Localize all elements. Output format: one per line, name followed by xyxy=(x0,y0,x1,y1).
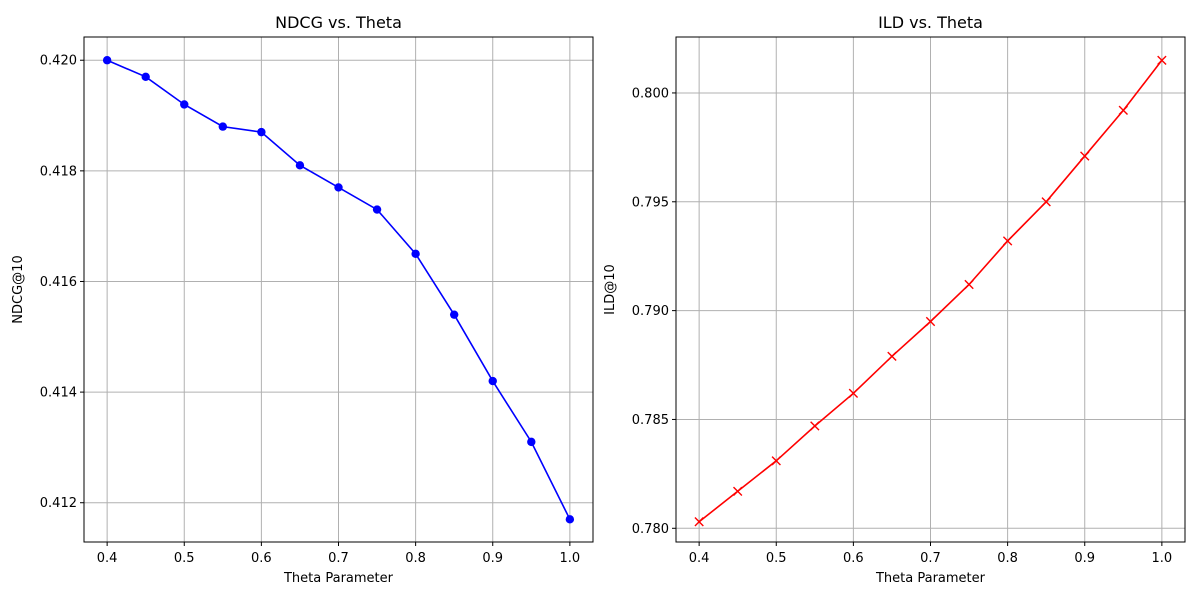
x-tick-label: 1.0 xyxy=(1152,551,1173,566)
ndcg-data-point xyxy=(334,183,343,192)
ild-data-point xyxy=(1041,197,1051,207)
x-tick-label: 1.0 xyxy=(560,551,581,566)
y-tick-label: 0.412 xyxy=(40,496,77,511)
ndcg-data-point xyxy=(218,122,228,131)
y-tick-label: 0.800 xyxy=(632,86,669,101)
x-tick-label: 0.6 xyxy=(251,551,272,566)
ndcg-data-point xyxy=(372,205,382,214)
y-tick-label: 0.416 xyxy=(40,275,77,290)
x-tick-label: 0.9 xyxy=(482,551,503,566)
ndcg-data-point xyxy=(141,72,150,82)
ndcg-chart-ylabel: NDCG@10 xyxy=(11,255,26,323)
ndcg-data-point xyxy=(565,515,575,524)
ild-chart-xlabel: Theta Parameter xyxy=(875,571,986,586)
ndcg-data-point xyxy=(102,56,112,65)
x-tick-label: 0.4 xyxy=(97,551,118,566)
x-tick-label: 0.7 xyxy=(328,551,349,566)
y-tick-label: 0.790 xyxy=(632,304,669,319)
ild-data-point xyxy=(964,279,974,290)
y-tick-label: 0.785 xyxy=(632,413,669,428)
ild-data-point xyxy=(925,316,936,327)
ild-data-point xyxy=(1080,151,1090,161)
y-tick-label: 0.420 xyxy=(40,54,77,69)
y-tick-label: 0.780 xyxy=(632,522,669,537)
ndcg-data-point xyxy=(295,161,305,170)
x-tick-label: 0.9 xyxy=(1074,551,1095,566)
ild-data-point xyxy=(810,421,820,431)
ndcg-chart-title: NDCG vs. Theta xyxy=(275,13,402,32)
ild-data-point xyxy=(887,351,897,362)
x-tick-label: 0.6 xyxy=(843,551,864,566)
ild-data-point xyxy=(694,517,704,527)
x-tick-label: 0.7 xyxy=(920,551,941,566)
ndcg-data-point xyxy=(180,100,189,109)
y-tick-label: 0.795 xyxy=(632,195,669,210)
ndcg-data-point xyxy=(449,310,459,319)
ndcg-data-point xyxy=(257,127,266,137)
x-tick-label: 0.5 xyxy=(174,551,195,566)
ild-data-point xyxy=(733,486,743,496)
y-tick-label: 0.414 xyxy=(40,386,77,401)
y-tick-label: 0.418 xyxy=(40,164,77,179)
ild-data-point xyxy=(1118,105,1128,116)
x-tick-label: 0.8 xyxy=(405,551,426,566)
ild-chart: 0.4 0.5 0.6 0.7 0.8 0.9 1.0 0.780 0.785 0.790 0.79… xyxy=(603,13,1186,586)
ndcg-chart-xlabel: Theta Parameter xyxy=(283,571,394,586)
ild-data-point xyxy=(1002,236,1013,246)
ndcg-data-point xyxy=(488,376,497,386)
x-tick-label: 0.5 xyxy=(766,551,787,566)
ndcg-data-point xyxy=(411,249,420,259)
x-tick-label: 0.4 xyxy=(689,551,710,566)
ndcg-chart: 0.4 0.5 0.6 0.7 0.8 0.9 1.0 0.412 0.414 0.416 0.41… xyxy=(11,13,594,586)
ild-data-point xyxy=(848,388,859,399)
ild-data-point xyxy=(771,456,781,466)
ild-chart-title: ILD vs. Theta xyxy=(878,13,983,32)
ild-chart-ylabel: ILD@10 xyxy=(603,264,618,315)
ild-data-point xyxy=(1157,55,1167,65)
ndcg-data-point xyxy=(527,437,536,447)
x-tick-label: 0.8 xyxy=(997,551,1018,566)
